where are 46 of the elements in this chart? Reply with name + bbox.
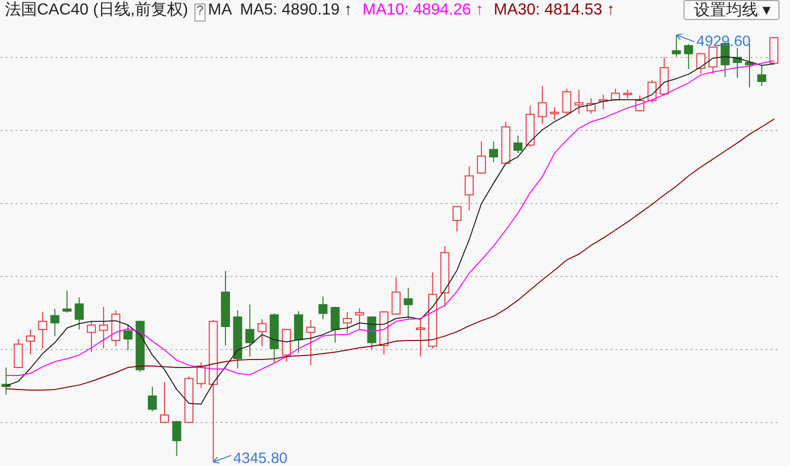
candlestick xyxy=(14,338,23,369)
candlestick xyxy=(489,140,498,162)
candlestick xyxy=(26,328,35,355)
candlestick xyxy=(696,52,706,74)
candlestick xyxy=(148,386,157,412)
text: MA30: 4814.53 ↑ xyxy=(494,2,615,18)
candlestick xyxy=(50,308,60,337)
candlestick xyxy=(708,46,718,74)
candlestick xyxy=(672,34,681,58)
candlestick xyxy=(684,44,694,70)
candlestick xyxy=(392,277,401,316)
candlestick xyxy=(574,89,584,114)
candlestick xyxy=(62,290,72,314)
candlestick xyxy=(342,311,352,334)
legend-title: MA xyxy=(208,2,232,18)
text: MA10: 4894.26 ↑ xyxy=(362,2,484,18)
candlestick xyxy=(123,324,132,350)
candlestick xyxy=(172,420,182,456)
candlestick xyxy=(306,319,316,366)
chart-title: 法国CAC40 (日线,前复权) xyxy=(5,0,188,18)
candlestick xyxy=(538,85,547,124)
candlestick xyxy=(562,88,572,115)
candlestick xyxy=(160,382,170,424)
candlestick xyxy=(404,287,413,319)
candlestick xyxy=(757,64,766,86)
text: ? xyxy=(196,2,204,18)
candlestick xyxy=(464,166,474,211)
annotation: 4929.60 xyxy=(696,33,751,50)
candlestick xyxy=(476,140,486,174)
candlestick xyxy=(416,319,425,358)
text: 设置均线 ▾ xyxy=(694,1,770,19)
candlestick xyxy=(330,306,340,344)
candlestick xyxy=(196,362,206,388)
candlestick xyxy=(86,320,96,353)
text: MA5: 4890.19 ↑ xyxy=(240,2,352,18)
candlestick xyxy=(245,304,254,358)
candlestick xyxy=(452,206,462,232)
candlestick xyxy=(74,296,84,330)
candlestick xyxy=(38,311,48,349)
candlestick xyxy=(258,318,267,347)
candlestick xyxy=(550,106,560,120)
annotation: 4345.80 xyxy=(233,450,288,466)
candlestick xyxy=(513,135,522,154)
candlestick xyxy=(318,296,328,320)
candlestick xyxy=(355,308,364,330)
candlestick xyxy=(99,306,108,349)
